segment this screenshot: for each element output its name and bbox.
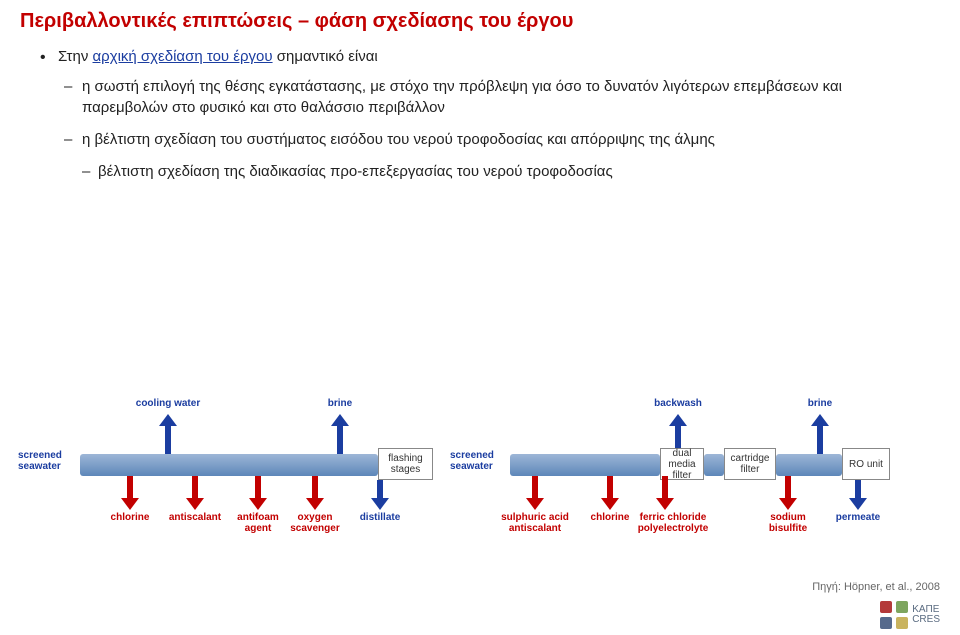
intro-link: αρχική σχεδίαση του έργου xyxy=(93,48,273,65)
right-inlet-label: screenedseawater xyxy=(450,450,494,472)
arrow-up xyxy=(671,414,685,448)
page-title: Περιβαλλοντικές επιπτώσεις – φάση σχεδία… xyxy=(0,0,960,39)
arrow-label: sodiumbisulfite xyxy=(748,512,828,534)
arrow-down xyxy=(781,476,795,510)
diagrams-container: screenedseawater flashingstagescooling w… xyxy=(0,360,960,560)
intro-prefix: Στην xyxy=(58,48,93,65)
sub-bullet-3: βέλτιστη σχεδίαση της διαδικασίας προ-επ… xyxy=(40,162,928,182)
process-box: cartridgefilter xyxy=(724,448,776,480)
process-box: RO unit xyxy=(842,448,890,480)
logo-text: KAΠE CRES xyxy=(912,605,940,625)
arrow-label: sulphuric acidantiscalant xyxy=(495,512,575,534)
sub-bullet-1: η σωστή επιλογή της θέσης εγκατάστασης, … xyxy=(40,77,928,118)
arrow-label: ferric chloridepolyelectrolyte xyxy=(633,512,713,534)
arrow-label: backwash xyxy=(638,398,718,409)
intro-suffix: σημαντικό είναι xyxy=(273,48,378,65)
arrow-down xyxy=(528,476,542,510)
arrow-label: brine xyxy=(780,398,860,409)
bullet-area: Στην αρχική σχεδίαση του έργου σημαντικό… xyxy=(0,39,960,182)
intro-bullet: Στην αρχική σχεδίαση του έργου σημαντικό… xyxy=(40,47,928,67)
arrow-label: permeate xyxy=(818,512,898,523)
arrow-up xyxy=(813,414,827,454)
arrow-down xyxy=(603,476,617,510)
logo-bottom: CRES xyxy=(912,615,940,625)
pipe xyxy=(704,454,724,476)
pipe xyxy=(510,454,660,476)
arrow-down xyxy=(658,476,672,510)
logo: KAΠE CRES xyxy=(880,601,940,629)
arrow-down xyxy=(851,480,865,510)
pipe xyxy=(776,454,842,476)
sub-bullet-2: η βέλτιστη σχεδίαση του συστήματος εισόδ… xyxy=(40,130,928,150)
logo-mark xyxy=(880,601,908,629)
diagram-right: screenedseawater dualmediafiltercartridg… xyxy=(0,360,960,560)
source-label: Πηγή: Höpner, et al., 2008 xyxy=(812,581,940,593)
